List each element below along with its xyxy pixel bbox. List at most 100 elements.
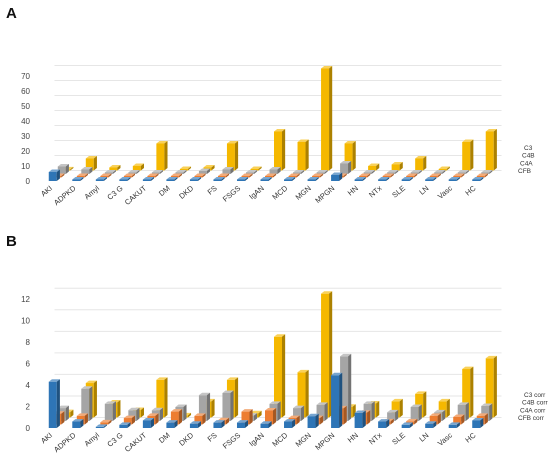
bar-side	[399, 162, 403, 171]
bar-front	[194, 176, 203, 178]
bar-front	[438, 401, 447, 418]
bar-top	[241, 409, 253, 412]
bar-side	[140, 163, 144, 171]
bar-top	[236, 177, 249, 180]
x-category-label: FS	[206, 184, 219, 197]
bar-front	[438, 169, 447, 171]
x-category-label: MCD	[270, 183, 289, 201]
bar-c4a-corr	[100, 419, 112, 425]
bar-side	[362, 410, 366, 428]
bar-side	[315, 413, 319, 428]
bar-front	[104, 403, 113, 421]
bar-c4b-corr	[316, 402, 328, 421]
bar-top	[119, 422, 131, 425]
bar-top	[85, 380, 97, 384]
bar-top	[222, 390, 234, 393]
bar-front	[128, 172, 137, 174]
bar-top	[312, 173, 324, 176]
bar-top	[363, 401, 375, 404]
bar-front	[250, 169, 259, 171]
bar-side	[320, 415, 324, 425]
bar-top	[331, 172, 343, 175]
bar-side	[221, 177, 225, 181]
bar-c4b	[316, 170, 328, 174]
bar-side	[93, 156, 97, 171]
bar-top	[175, 170, 187, 173]
bar-side	[84, 413, 88, 425]
bar-top	[378, 419, 390, 422]
bar-front	[453, 416, 462, 425]
bar-top	[81, 167, 93, 170]
bar-front	[269, 169, 278, 174]
bar-c4b	[363, 170, 375, 174]
x-category-label: SLE	[390, 184, 407, 200]
bar-cfb-corr	[142, 418, 155, 428]
bar-c3	[462, 139, 474, 171]
bar-c4a	[217, 173, 230, 178]
bar-c4a-corr	[123, 415, 135, 425]
bar-c4b-corr	[81, 386, 93, 421]
bar-side	[108, 419, 112, 425]
bar-side	[131, 415, 135, 425]
bar-top	[175, 404, 187, 407]
bar-top	[410, 404, 422, 407]
bar-top	[429, 413, 441, 416]
bar-c4a-corr	[265, 408, 277, 425]
x-category-label: MPGN	[313, 184, 336, 205]
bar-side	[65, 405, 69, 421]
bar-side	[395, 409, 399, 421]
bar-side	[258, 166, 262, 171]
bar-front	[198, 171, 207, 174]
bar-c3-corr	[297, 369, 309, 418]
bar-front	[189, 423, 198, 428]
bar-c4a	[406, 173, 418, 178]
y-tick-label: 10	[21, 316, 30, 325]
bar-front	[179, 169, 188, 171]
bar-c3	[485, 129, 497, 171]
bar-cfb	[307, 177, 319, 181]
x-category-label: CAKUT	[123, 430, 149, 454]
bar-side	[418, 170, 422, 174]
bar-side	[282, 129, 286, 171]
bar-front	[378, 421, 387, 428]
bar-top	[288, 173, 300, 176]
bar-side	[178, 409, 183, 425]
bar-front	[166, 179, 175, 181]
bar-top	[448, 177, 460, 180]
x-category-label: MCD	[270, 430, 289, 448]
bar-side	[140, 407, 144, 418]
bar-cfb	[213, 177, 225, 181]
bar-front	[378, 179, 387, 181]
bar-top	[81, 386, 93, 389]
bar-front	[297, 372, 306, 418]
bar-c4a	[123, 173, 135, 178]
series-label: C4B	[522, 153, 535, 160]
y-tick-label: 10	[21, 162, 30, 171]
bar-side	[103, 177, 107, 181]
bar-side	[442, 170, 446, 174]
x-category-label: Amyl	[83, 430, 102, 448]
bar-cfb-corr	[189, 421, 202, 428]
bar-front	[288, 176, 297, 178]
bar-cfb-corr	[72, 419, 84, 428]
bar-side	[84, 173, 88, 178]
bar-side	[348, 161, 352, 174]
x-category-label: FSGS	[221, 184, 242, 204]
bar-front	[425, 179, 434, 181]
bar-side	[127, 422, 131, 428]
bar-front	[119, 424, 128, 428]
bar-side	[296, 415, 300, 425]
bar-c3-corr	[391, 398, 403, 418]
bar-cfb	[119, 177, 131, 181]
bar-c4b	[104, 170, 116, 174]
bar-front	[448, 424, 457, 428]
bar-c4b-corr	[340, 353, 352, 421]
bar-side	[225, 417, 230, 425]
bar-side	[211, 398, 215, 418]
bar-top	[203, 165, 215, 168]
bar-top	[123, 415, 135, 419]
bar-front	[391, 401, 400, 418]
bar-front	[382, 176, 391, 178]
bar-side	[296, 173, 300, 178]
bar-front	[76, 176, 85, 178]
